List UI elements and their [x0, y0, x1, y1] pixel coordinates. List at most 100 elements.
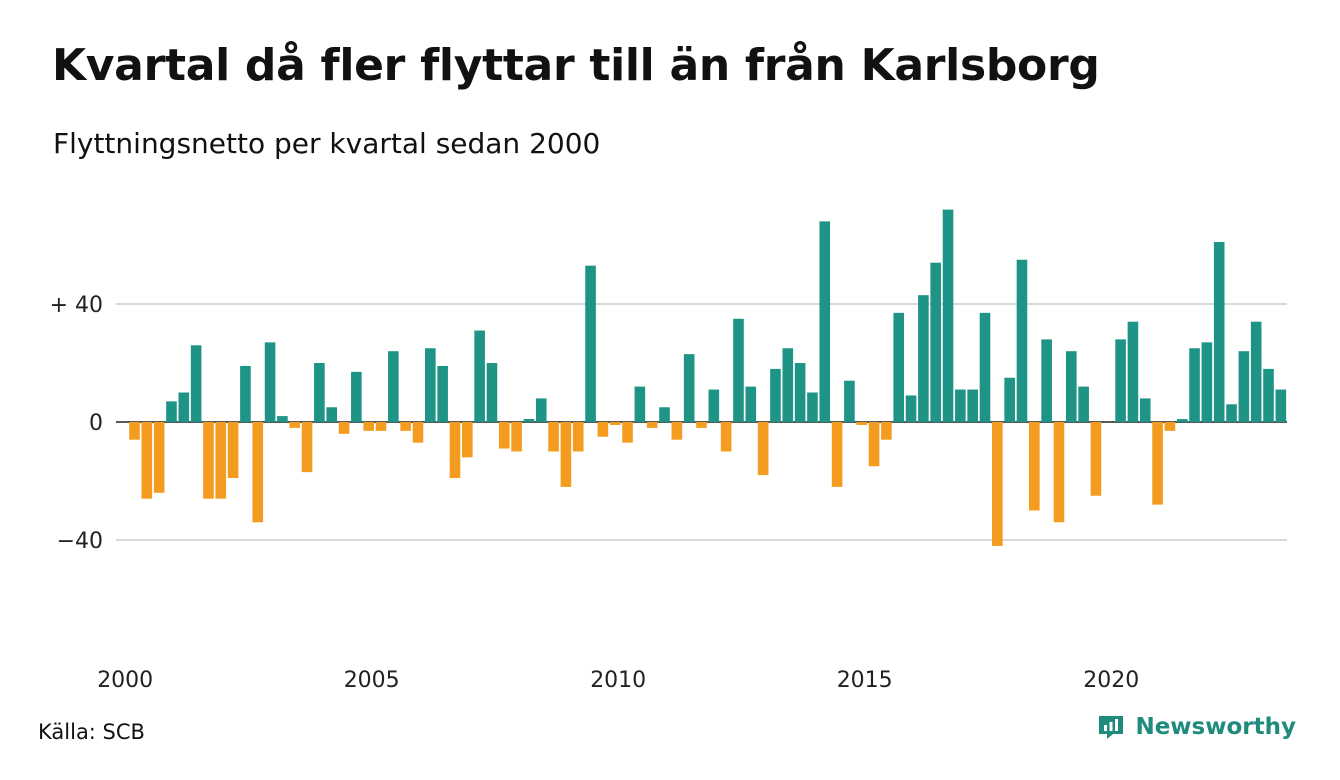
bar: [264, 342, 276, 422]
bar: [634, 386, 646, 422]
bar: [585, 265, 596, 422]
x-tick-label: 2005: [344, 668, 400, 693]
bar: [831, 422, 843, 487]
bar: [412, 422, 424, 443]
bar: [277, 416, 288, 422]
bar: [659, 407, 670, 422]
bar: [1226, 404, 1237, 422]
bar: [227, 422, 239, 479]
bar: [770, 368, 781, 422]
bar: [437, 365, 448, 422]
bar: [745, 386, 757, 422]
bar: [338, 422, 350, 434]
bar: [905, 395, 917, 422]
bar: [930, 262, 941, 422]
bar: [1078, 386, 1089, 422]
bar: [535, 398, 547, 422]
brand: Newsworthy: [1097, 713, 1296, 741]
bar: [794, 363, 806, 422]
bar: [597, 422, 609, 437]
bar: [400, 422, 411, 431]
x-tick-label: 2000: [97, 668, 153, 693]
bar: [696, 422, 707, 428]
chart-subtitle: Flyttningsnetto per kvartal sedan 2000: [53, 127, 601, 160]
brand-name: Newsworthy: [1135, 714, 1296, 740]
bar: [449, 422, 461, 479]
x-tick-label: 2020: [1083, 668, 1139, 693]
bar: [1139, 398, 1151, 422]
bar: [252, 422, 264, 523]
bar: [301, 422, 313, 473]
bar: [326, 407, 338, 422]
bar: [178, 392, 190, 422]
bar: [1115, 339, 1126, 422]
chart-title: Kvartal då fler flyttar till än från Kar…: [52, 40, 1100, 91]
bar: [1213, 242, 1225, 422]
bar: [918, 295, 929, 422]
bar: [289, 422, 301, 428]
y-tick-label: 0: [89, 411, 103, 436]
x-tick-label: 2015: [837, 668, 893, 693]
bar: [622, 422, 633, 443]
bar: [560, 422, 572, 487]
bar: [388, 351, 399, 422]
bar: [942, 209, 954, 422]
bar: [1275, 389, 1287, 422]
bars: [129, 209, 1287, 546]
bar: [1201, 342, 1213, 422]
bar: [240, 365, 251, 422]
bar: [474, 330, 485, 422]
bar: [511, 422, 522, 452]
bar: [881, 422, 892, 440]
bar: [351, 371, 362, 422]
bar: [955, 389, 966, 422]
bar: [967, 389, 978, 422]
bar: [1152, 422, 1163, 505]
bar: [548, 422, 559, 452]
bar: [1238, 351, 1250, 422]
bar: [1090, 422, 1102, 496]
bar: [375, 422, 387, 431]
bar: [425, 348, 436, 422]
bar: [807, 392, 818, 422]
bar: [1164, 422, 1176, 431]
bar: [486, 363, 498, 422]
bar: [856, 422, 868, 425]
bar: [215, 422, 227, 499]
bar: [1029, 422, 1040, 511]
newsworthy-logo-icon: [1099, 716, 1124, 739]
bar: [708, 389, 720, 422]
bar: [992, 422, 1003, 546]
bar: [844, 380, 855, 422]
bar: [979, 312, 991, 422]
bar: [1065, 351, 1077, 422]
bar: [819, 221, 831, 422]
bar: [1053, 422, 1065, 523]
bar: [1004, 377, 1015, 422]
y-tick-label: −40: [57, 529, 103, 554]
bar: [190, 345, 202, 422]
bar: [203, 422, 214, 499]
bar: [1016, 259, 1028, 422]
source-note: Källa: SCB: [38, 720, 145, 744]
bar: [314, 363, 325, 422]
x-tick-label: 2010: [590, 668, 646, 693]
y-tick-label: + 40: [50, 293, 103, 318]
bar: [1041, 339, 1052, 422]
bar: [868, 422, 880, 467]
bar: [1250, 321, 1262, 422]
bar: [1127, 321, 1139, 422]
bar: [523, 419, 535, 422]
bar: [1263, 368, 1274, 422]
bar: [609, 422, 621, 425]
bar: [671, 422, 683, 440]
bar-chart: + 40 0 −40 2000 2005 2010 2015 2020: [50, 209, 1287, 693]
bar: [1176, 419, 1188, 422]
bar: [1189, 348, 1200, 422]
bar: [683, 354, 695, 422]
bar: [782, 348, 794, 422]
axis-labels: + 40 0 −40 2000 2005 2010 2015 2020: [50, 293, 1140, 693]
bar: [141, 422, 153, 499]
bar: [720, 422, 732, 452]
bar: [646, 422, 658, 428]
